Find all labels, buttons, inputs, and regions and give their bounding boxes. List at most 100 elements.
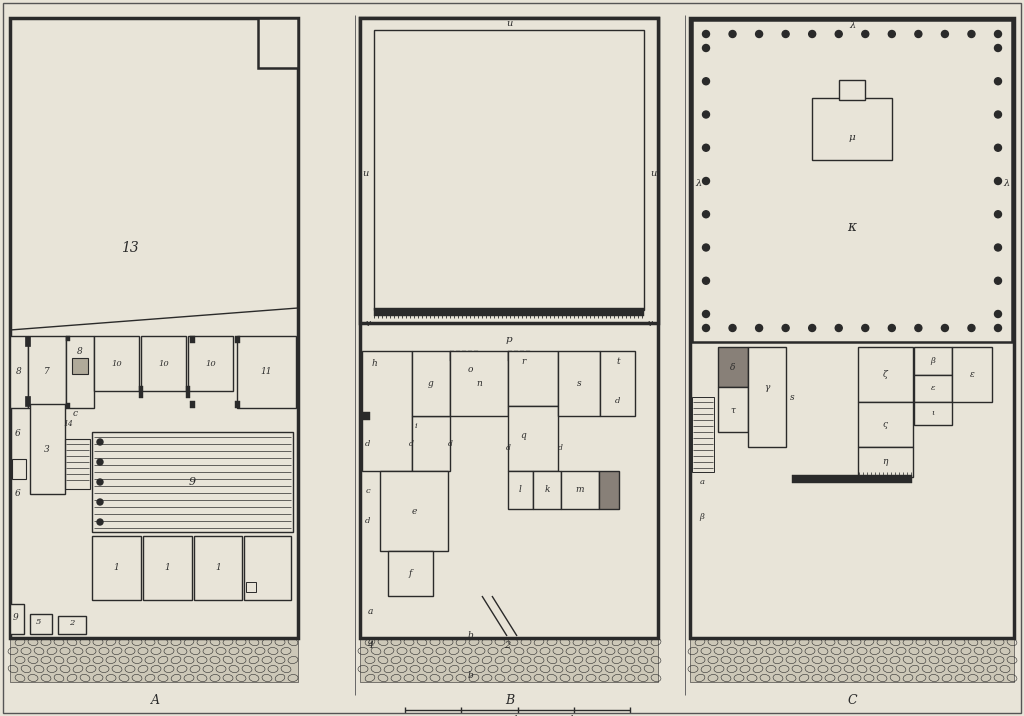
- Text: 8: 8: [16, 367, 22, 377]
- Bar: [692, 397, 714, 472]
- Bar: [374, 30, 644, 310]
- Bar: [690, 638, 1014, 682]
- Bar: [360, 638, 658, 682]
- Bar: [508, 351, 558, 406]
- Text: h: h: [371, 359, 377, 367]
- Bar: [858, 447, 913, 477]
- Circle shape: [702, 44, 710, 52]
- Bar: [72, 358, 88, 374]
- Circle shape: [994, 44, 1001, 52]
- Circle shape: [862, 324, 868, 332]
- Circle shape: [914, 31, 922, 37]
- Circle shape: [702, 324, 710, 332]
- Text: B: B: [506, 694, 515, 707]
- Bar: [690, 18, 1014, 638]
- Bar: [360, 18, 658, 638]
- Bar: [514, 351, 518, 361]
- Bar: [258, 18, 298, 68]
- Text: m: m: [575, 485, 585, 495]
- Bar: [374, 308, 644, 316]
- Bar: [188, 336, 233, 391]
- Text: λ: λ: [695, 178, 701, 188]
- Bar: [412, 416, 450, 471]
- Text: v: v: [647, 319, 652, 329]
- Bar: [508, 406, 558, 471]
- Bar: [10, 18, 298, 638]
- Text: κ: κ: [848, 221, 856, 234]
- Text: g: g: [428, 379, 434, 388]
- Text: s: s: [577, 379, 582, 388]
- Circle shape: [994, 324, 1001, 332]
- Bar: [58, 616, 86, 634]
- Text: 1: 1: [215, 563, 221, 573]
- Text: b: b: [467, 672, 473, 680]
- Circle shape: [809, 324, 816, 332]
- Circle shape: [702, 311, 710, 317]
- Bar: [194, 536, 243, 600]
- Bar: [66, 336, 94, 408]
- Circle shape: [97, 499, 103, 505]
- Bar: [718, 347, 748, 387]
- Text: β: β: [699, 513, 705, 521]
- Text: t: t: [616, 357, 620, 365]
- Bar: [92, 536, 140, 600]
- Text: 5: 5: [35, 618, 41, 626]
- Bar: [456, 351, 460, 361]
- Bar: [92, 432, 293, 532]
- Text: k: k: [544, 485, 550, 495]
- Bar: [558, 351, 600, 416]
- Bar: [362, 351, 412, 471]
- Bar: [914, 402, 952, 425]
- Circle shape: [994, 111, 1001, 118]
- Circle shape: [888, 31, 895, 37]
- Text: u: u: [361, 168, 368, 178]
- Bar: [190, 336, 195, 343]
- Text: o: o: [467, 364, 473, 374]
- Circle shape: [702, 31, 710, 37]
- Circle shape: [702, 178, 710, 185]
- Bar: [245, 536, 291, 600]
- Circle shape: [836, 324, 842, 332]
- Text: 11: 11: [261, 367, 272, 377]
- Bar: [474, 351, 478, 361]
- Circle shape: [702, 277, 710, 284]
- Text: 20.M: 20.M: [621, 715, 640, 716]
- Circle shape: [968, 324, 975, 332]
- Text: 4: 4: [367, 642, 373, 651]
- Bar: [65, 439, 90, 489]
- Bar: [360, 18, 658, 323]
- Bar: [12, 459, 26, 479]
- Circle shape: [994, 211, 1001, 218]
- Bar: [462, 351, 466, 361]
- Text: v: v: [366, 319, 371, 329]
- Circle shape: [994, 244, 1001, 251]
- Text: i: i: [415, 422, 418, 430]
- Circle shape: [729, 324, 736, 332]
- Circle shape: [994, 311, 1001, 317]
- Text: 9: 9: [13, 614, 18, 622]
- Bar: [812, 98, 892, 160]
- Text: 10: 10: [513, 715, 522, 716]
- Bar: [508, 471, 534, 509]
- Text: d: d: [409, 440, 414, 448]
- Bar: [10, 604, 24, 634]
- Text: ζ: ζ: [883, 370, 888, 379]
- Text: 15: 15: [569, 715, 579, 716]
- Text: d: d: [506, 445, 510, 453]
- Bar: [792, 475, 912, 483]
- Circle shape: [968, 31, 975, 37]
- Bar: [534, 471, 561, 509]
- Text: 13: 13: [121, 241, 139, 255]
- Bar: [692, 20, 1012, 342]
- Text: ι: ι: [932, 410, 935, 417]
- Bar: [66, 336, 70, 341]
- Text: u: u: [506, 19, 512, 29]
- Bar: [858, 347, 913, 402]
- Circle shape: [994, 78, 1001, 84]
- Text: s: s: [790, 392, 795, 402]
- Text: C: C: [847, 694, 857, 707]
- Circle shape: [702, 244, 710, 251]
- Text: d: d: [615, 397, 621, 405]
- Text: 6: 6: [15, 490, 20, 498]
- Circle shape: [97, 479, 103, 485]
